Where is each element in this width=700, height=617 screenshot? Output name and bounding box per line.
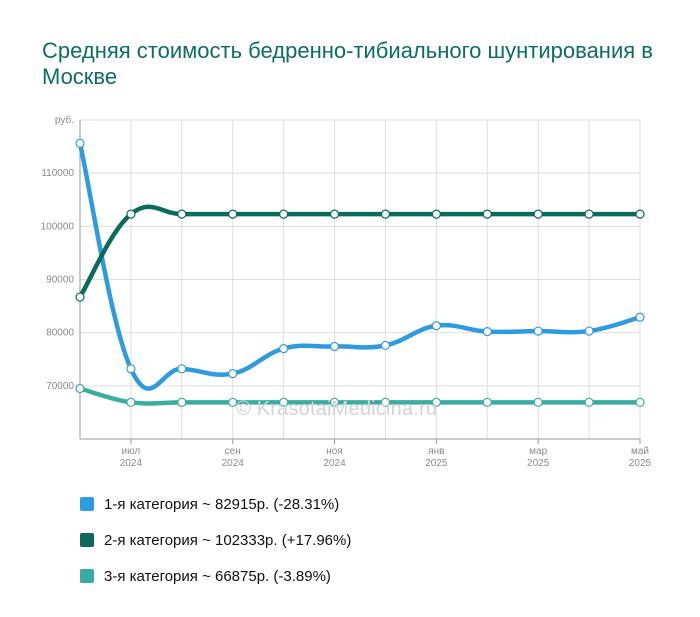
- data-point-category-3: [126, 397, 136, 407]
- data-point-category-2: [177, 209, 187, 219]
- legend-label: 3-я категория ~ 66875р. (-3.89%): [104, 567, 331, 585]
- y-tick-label: 80000: [46, 328, 74, 339]
- legend-item-category-1[interactable]: 1-я категория ~ 82915р. (-28.31%): [80, 486, 351, 522]
- x-tick-year: 2024: [120, 458, 143, 469]
- data-point-category-2: [279, 209, 289, 219]
- x-tick-month: ноя: [326, 446, 343, 457]
- x-tick-year: 2024: [222, 458, 245, 469]
- data-point-category-3: [431, 397, 441, 407]
- data-point-category-3: [329, 397, 340, 407]
- y-tick-label: 110000: [41, 168, 74, 179]
- legend-swatch: [80, 533, 94, 547]
- data-point-category-3: [228, 397, 238, 407]
- data-point-category-3: [380, 397, 391, 407]
- series-line-category-3: [77, 386, 643, 406]
- data-point-category-3: [584, 397, 594, 407]
- data-point-category-2: [482, 209, 492, 219]
- data-points: [75, 138, 645, 407]
- legend-label: 1-я категория ~ 82915р. (-28.31%): [104, 495, 340, 513]
- x-tick-year: 2025: [425, 458, 448, 469]
- data-point-category-1: [533, 326, 543, 336]
- data-point-category-1: [584, 326, 594, 336]
- legend: 1-я категория ~ 82915р. (-28.31%) 2-я ка…: [80, 486, 351, 594]
- x-tick-year: 2025: [629, 458, 652, 469]
- x-tick-month: май: [631, 446, 649, 457]
- data-point-category-1: [635, 312, 645, 322]
- data-point-category-2: [533, 209, 543, 219]
- grid: [79, 119, 641, 439]
- legend-swatch: [80, 569, 94, 583]
- x-tick-year: 2025: [527, 458, 550, 469]
- watermark: © KrasotaiMedicina.ru: [236, 398, 438, 420]
- line-chart: 700008000090000100000110000руб.июл2024се…: [41, 114, 652, 469]
- x-tick-year: 2024: [323, 458, 346, 469]
- y-tick-label: 90000: [46, 275, 74, 286]
- data-point-category-3: [482, 397, 492, 407]
- data-point-category-1: [482, 327, 492, 337]
- series-line-category-2: [77, 204, 643, 300]
- x-tick-month: янв: [428, 446, 444, 457]
- data-point-category-2: [75, 292, 85, 302]
- data-point-category-3: [177, 397, 187, 407]
- data-point-category-1: [228, 369, 238, 379]
- data-point-category-1: [329, 341, 340, 352]
- legend-item-category-2[interactable]: 2-я категория ~ 102333р. (+17.96%): [80, 522, 351, 558]
- data-point-category-1: [279, 344, 289, 354]
- data-point-category-3: [75, 383, 85, 394]
- data-point-category-3: [635, 397, 645, 407]
- data-point-category-1: [75, 138, 85, 148]
- x-tick-month: мар: [529, 446, 547, 457]
- y-tick-label: 70000: [46, 381, 74, 392]
- data-point-category-1: [177, 364, 187, 374]
- data-point-category-2: [431, 209, 441, 219]
- data-point-category-3: [533, 397, 543, 407]
- data-point-category-2: [329, 209, 340, 219]
- data-point-category-2: [584, 209, 594, 219]
- data-point-category-2: [228, 209, 238, 219]
- legend-swatch: [80, 497, 94, 511]
- x-tick-month: июл: [122, 446, 141, 457]
- y-tick-label: 100000: [41, 221, 75, 232]
- data-point-category-1: [431, 321, 441, 331]
- data-point-category-2: [635, 209, 645, 219]
- data-point-category-3: [279, 397, 289, 407]
- legend-label: 2-я категория ~ 102333р. (+17.96%): [104, 531, 352, 549]
- data-point-category-2: [380, 209, 391, 219]
- series-line-category-1: [77, 141, 643, 391]
- legend-item-category-3[interactable]: 3-я категория ~ 66875р. (-3.89%): [80, 558, 351, 594]
- x-tick-month: сен: [225, 446, 241, 457]
- series-lines: [77, 141, 643, 406]
- data-point-category-2: [126, 209, 136, 219]
- axes: 700008000090000100000110000руб.июл2024се…: [41, 114, 652, 469]
- y-axis-unit-label: руб.: [55, 114, 74, 126]
- data-point-category-1: [126, 364, 136, 374]
- data-point-category-1: [380, 340, 391, 351]
- chart-title: Средняя стоимость бедренно-тибиального ш…: [42, 38, 653, 89]
